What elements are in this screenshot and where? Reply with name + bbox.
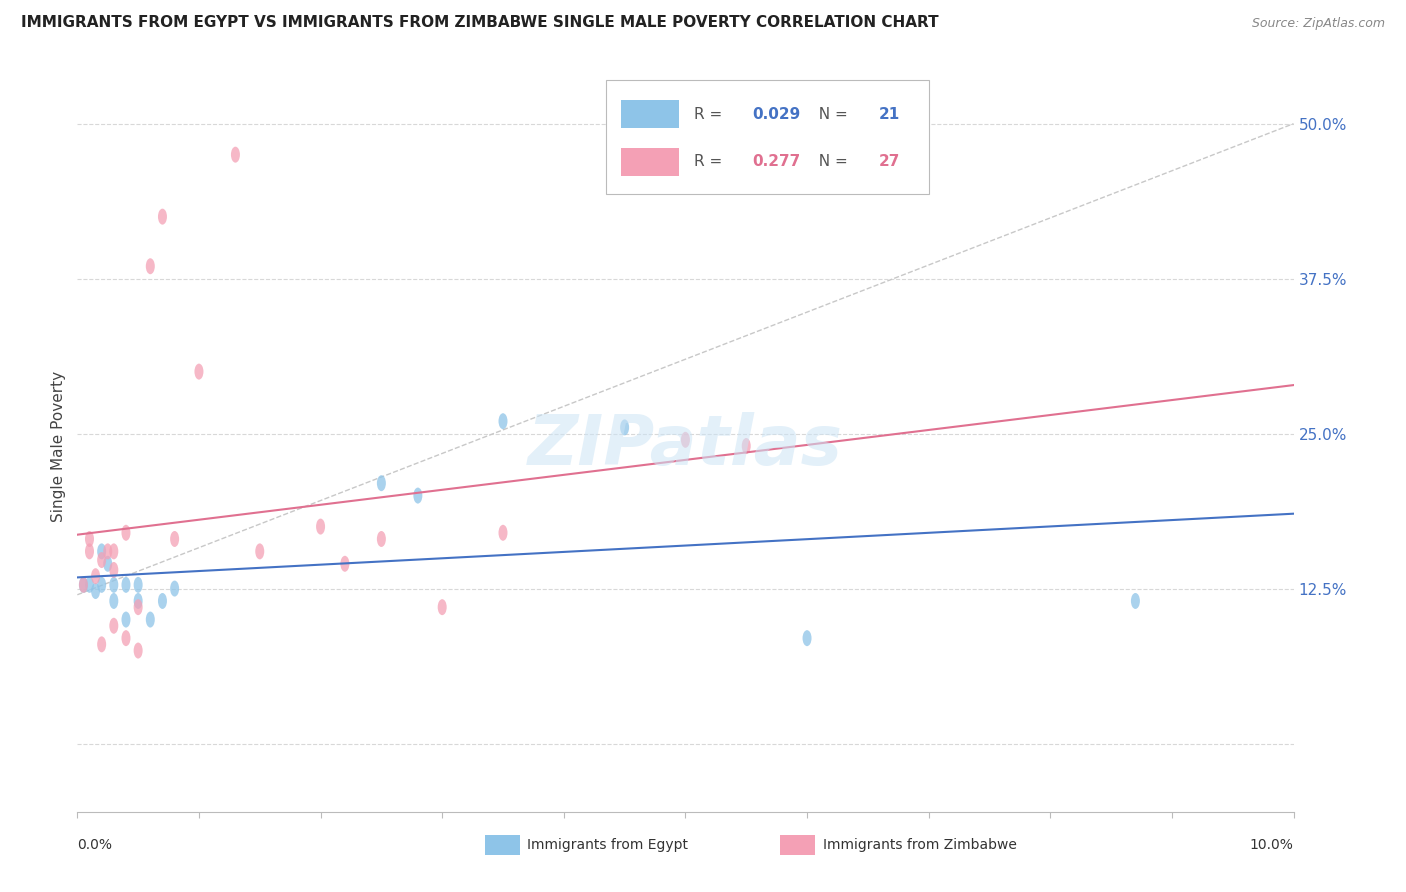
Ellipse shape	[110, 593, 118, 609]
Ellipse shape	[134, 599, 142, 615]
Text: IMMIGRANTS FROM EGYPT VS IMMIGRANTS FROM ZIMBABWE SINGLE MALE POVERTY CORRELATIO: IMMIGRANTS FROM EGYPT VS IMMIGRANTS FROM…	[21, 15, 939, 29]
Ellipse shape	[121, 577, 131, 593]
Text: 0.029: 0.029	[752, 107, 800, 122]
Ellipse shape	[97, 552, 107, 568]
Ellipse shape	[256, 543, 264, 559]
Ellipse shape	[377, 475, 385, 491]
Ellipse shape	[170, 581, 179, 597]
Ellipse shape	[110, 562, 118, 578]
Ellipse shape	[79, 577, 89, 593]
Text: N =: N =	[810, 154, 853, 169]
Text: 0.277: 0.277	[752, 154, 800, 169]
Ellipse shape	[79, 577, 89, 593]
Ellipse shape	[121, 612, 131, 628]
Text: 10.0%: 10.0%	[1250, 838, 1294, 852]
FancyBboxPatch shape	[606, 80, 929, 194]
Ellipse shape	[170, 531, 179, 547]
Y-axis label: Single Male Poverty: Single Male Poverty	[51, 370, 66, 522]
Ellipse shape	[413, 488, 422, 504]
Ellipse shape	[742, 438, 751, 454]
Ellipse shape	[103, 556, 112, 572]
Ellipse shape	[121, 630, 131, 646]
Text: Immigrants from Egypt: Immigrants from Egypt	[527, 838, 689, 852]
Ellipse shape	[84, 531, 94, 547]
Ellipse shape	[157, 209, 167, 225]
Ellipse shape	[97, 577, 107, 593]
Bar	[621, 148, 679, 176]
Ellipse shape	[121, 524, 131, 541]
Ellipse shape	[103, 543, 112, 559]
Ellipse shape	[231, 146, 240, 162]
Ellipse shape	[110, 543, 118, 559]
Ellipse shape	[146, 259, 155, 274]
Ellipse shape	[194, 364, 204, 380]
Text: N =: N =	[810, 107, 853, 122]
Ellipse shape	[681, 432, 690, 448]
Text: 21: 21	[879, 107, 900, 122]
Ellipse shape	[97, 636, 107, 652]
Text: 27: 27	[879, 154, 900, 169]
Ellipse shape	[110, 577, 118, 593]
Bar	[621, 101, 679, 128]
Ellipse shape	[134, 642, 142, 658]
Ellipse shape	[377, 531, 385, 547]
Text: ZIPatlas: ZIPatlas	[527, 412, 844, 480]
Ellipse shape	[316, 518, 325, 534]
Text: Immigrants from Zimbabwe: Immigrants from Zimbabwe	[823, 838, 1017, 852]
Ellipse shape	[499, 524, 508, 541]
Ellipse shape	[134, 577, 142, 593]
Ellipse shape	[340, 556, 350, 572]
Text: R =: R =	[695, 107, 727, 122]
Ellipse shape	[620, 419, 628, 435]
Ellipse shape	[91, 583, 100, 599]
Ellipse shape	[803, 630, 811, 646]
Ellipse shape	[1130, 593, 1140, 609]
Ellipse shape	[84, 543, 94, 559]
Ellipse shape	[437, 599, 447, 615]
Text: 0.0%: 0.0%	[77, 838, 112, 852]
Ellipse shape	[91, 568, 100, 584]
Ellipse shape	[110, 618, 118, 633]
Ellipse shape	[134, 593, 142, 609]
Text: Source: ZipAtlas.com: Source: ZipAtlas.com	[1251, 17, 1385, 29]
Ellipse shape	[157, 593, 167, 609]
Ellipse shape	[146, 612, 155, 628]
Ellipse shape	[97, 543, 107, 559]
Text: R =: R =	[695, 154, 727, 169]
Ellipse shape	[84, 577, 94, 593]
Ellipse shape	[499, 413, 508, 429]
